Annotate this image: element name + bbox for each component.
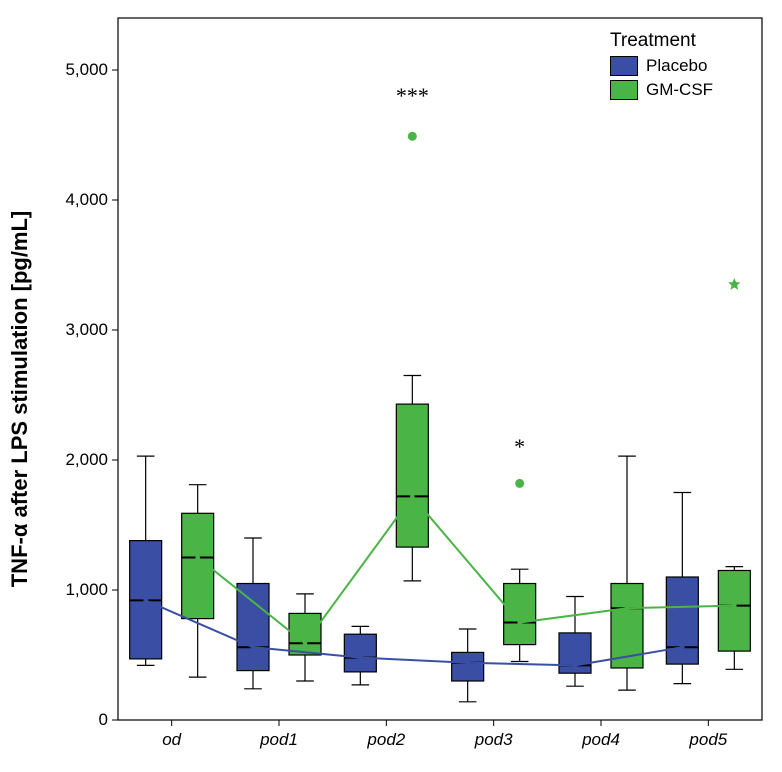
x-tick-label: od [162, 730, 181, 750]
legend-item: Placebo [610, 56, 745, 76]
plot-svg [0, 0, 782, 772]
y-tick-label: 1,000 [48, 580, 108, 600]
y-tick-label: 2,000 [48, 450, 108, 470]
legend: Treatment Placebo GM-CSF [610, 30, 745, 100]
y-tick-label: 5,000 [48, 60, 108, 80]
x-tick-label: pod1 [260, 730, 298, 750]
significance-marker: * [514, 434, 525, 460]
legend-label: Placebo [646, 56, 707, 76]
significance-marker: *** [396, 83, 429, 109]
legend-item: GM-CSF [610, 80, 745, 100]
x-tick-label: pod2 [367, 730, 405, 750]
x-tick-label: pod3 [475, 730, 513, 750]
y-tick-label: 0 [48, 710, 108, 730]
y-tick-label: 4,000 [48, 190, 108, 210]
legend-title: Treatment [610, 30, 745, 52]
legend-swatch [610, 80, 638, 100]
x-tick-label: pod5 [689, 730, 727, 750]
chart-container: { "chart": { "type": "boxplot", "ylabel"… [0, 0, 782, 772]
legend-swatch [610, 56, 638, 76]
y-tick-label: 3,000 [48, 320, 108, 340]
legend-label: GM-CSF [646, 80, 713, 100]
x-tick-label: pod4 [582, 730, 620, 750]
